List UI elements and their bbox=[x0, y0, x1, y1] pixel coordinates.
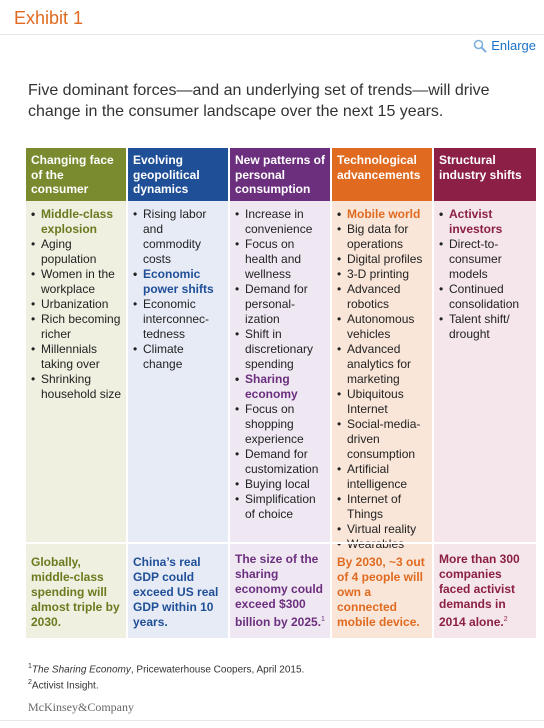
trend-item: Buying local bbox=[235, 477, 326, 492]
trend-item: Advanced robotics bbox=[337, 282, 428, 312]
trend-item: Women in the workplace bbox=[31, 267, 122, 297]
column-header: Technological advancements bbox=[332, 148, 432, 201]
trend-item: Talent shift/ drought bbox=[439, 312, 532, 342]
trend-item: Advanced analytics for marketing bbox=[337, 342, 428, 387]
trend-item: Rising labor and commodity costs bbox=[133, 207, 224, 267]
column-personal-consumption: New patterns of personal consumption Inc… bbox=[230, 148, 332, 638]
trend-item: Economic power shifts bbox=[133, 267, 224, 297]
column-footer-stat: The size of the sharing economy could ex… bbox=[230, 547, 330, 638]
footer-divider bbox=[128, 542, 228, 544]
column-footer-stat: Globally, middle-class spending will alm… bbox=[26, 550, 126, 638]
magnifier-icon bbox=[473, 39, 487, 53]
trend-item: Big data for operations bbox=[337, 222, 428, 252]
trend-list: Middle-class explosionAging populationWo… bbox=[26, 201, 126, 402]
footer-text: More than 300 companies faced activist d… bbox=[439, 552, 520, 629]
trend-item: Millennials taking over bbox=[31, 342, 122, 372]
trend-item: Increase in convenience bbox=[235, 207, 326, 237]
trend-list: Activist investorsDirect-to-consumer mod… bbox=[434, 201, 536, 342]
trend-item: 3-D printing bbox=[337, 267, 428, 282]
bottom-divider bbox=[0, 720, 544, 721]
footnote-mark: 2 bbox=[503, 616, 508, 623]
column-structural: Structural industry shifts Activist inve… bbox=[434, 148, 536, 638]
column-footer-stat: More than 300 companies faced activist d… bbox=[434, 547, 536, 638]
trend-item: Climate change bbox=[133, 342, 224, 372]
trend-item: Internet of Things bbox=[337, 492, 428, 522]
trend-item: Ubiquitous Internet bbox=[337, 387, 428, 417]
trend-list: Mobile worldBig data for operationsDigit… bbox=[332, 201, 432, 552]
column-body: Rising labor and commodity costsEconomic… bbox=[128, 201, 228, 638]
enlarge-button[interactable]: Enlarge bbox=[473, 38, 536, 53]
column-header: Structural industry shifts bbox=[434, 148, 536, 201]
column-changing-face: Changing face of the consumer Middle-cla… bbox=[26, 148, 128, 638]
footnote-1: 1The Sharing Economy, Pricewaterhouse Co… bbox=[28, 663, 305, 676]
trend-item: Sharing economy bbox=[235, 372, 326, 402]
trend-item: Social-media-driven consumption bbox=[337, 417, 428, 462]
trend-item: Artificial intelligence bbox=[337, 462, 428, 492]
column-technological: Technological advancements Mobile worldB… bbox=[332, 148, 434, 638]
trend-item: Continued consolidation bbox=[439, 282, 532, 312]
exhibit-headline: Five dominant forces—and an underlying s… bbox=[28, 82, 490, 120]
trend-item: Demand for personal-ization bbox=[235, 282, 326, 327]
trend-item: Demand for customization bbox=[235, 447, 326, 477]
footer-divider bbox=[434, 542, 536, 544]
footer-divider bbox=[26, 542, 126, 544]
footer-text: China’s real GDP could exceed US real GD… bbox=[133, 555, 219, 629]
column-footer-stat: By 2030, ~3 out of 4 people will own a c… bbox=[332, 550, 432, 638]
trend-item: Rich becoming richer bbox=[31, 312, 122, 342]
forces-table: Changing face of the consumer Middle-cla… bbox=[26, 148, 536, 638]
column-body: Increase in convenienceFocus on health a… bbox=[230, 201, 330, 638]
trend-item: Shift in discretionary spending bbox=[235, 327, 326, 372]
trend-item: Virtual reality bbox=[337, 522, 428, 537]
footnotes: 1The Sharing Economy, Pricewaterhouse Co… bbox=[28, 660, 304, 693]
brand-logo: McKinsey&Company bbox=[28, 700, 134, 714]
footer-divider bbox=[332, 542, 432, 544]
trend-item: Digital profiles bbox=[337, 252, 428, 267]
trend-item: Aging population bbox=[31, 237, 122, 267]
trend-item: Mobile world bbox=[337, 207, 428, 222]
footer-text: By 2030, ~3 out of 4 people will own a c… bbox=[337, 555, 425, 629]
trend-item: Focus on health and wellness bbox=[235, 237, 326, 282]
footnote-mark: 1 bbox=[321, 616, 325, 623]
exhibit-label: Exhibit 1 bbox=[14, 8, 84, 28]
enlarge-label: Enlarge bbox=[491, 38, 536, 53]
footer-text: The size of the sharing economy could ex… bbox=[235, 552, 324, 629]
trend-item: Urbanization bbox=[31, 297, 122, 312]
trend-list: Increase in convenienceFocus on health a… bbox=[230, 201, 330, 522]
trend-item: Activist investors bbox=[439, 207, 532, 237]
top-divider bbox=[0, 34, 544, 35]
column-body: Mobile worldBig data for operationsDigit… bbox=[332, 201, 432, 638]
column-body: Activist investorsDirect-to-consumer mod… bbox=[434, 201, 536, 638]
trend-item: Autonomous vehicles bbox=[337, 312, 428, 342]
trend-item: Middle-class explosion bbox=[31, 207, 122, 237]
column-body: Middle-class explosionAging populationWo… bbox=[26, 201, 126, 638]
trend-item: Wearables bbox=[337, 537, 428, 552]
trend-item: Direct-to-consumer models bbox=[439, 237, 532, 282]
footnote-2: 2Activist Insight. bbox=[28, 679, 99, 692]
column-header: New patterns of personal consumption bbox=[230, 148, 330, 201]
column-header: Changing face of the consumer bbox=[26, 148, 126, 201]
footer-text: Globally, middle-class spending will alm… bbox=[31, 555, 120, 629]
column-footer-stat: China’s real GDP could exceed US real GD… bbox=[128, 550, 228, 638]
column-header: Evolving geopolitical dynamics bbox=[128, 148, 228, 201]
trend-item: Shrinking household size bbox=[31, 372, 122, 402]
footer-divider bbox=[230, 542, 330, 544]
column-geopolitical: Evolving geopolitical dynamics Rising la… bbox=[128, 148, 230, 638]
trend-item: Economic interconnec-tedness bbox=[133, 297, 224, 342]
trend-item: Focus on shopping experience bbox=[235, 402, 326, 447]
trend-item: Simplification of choice bbox=[235, 492, 326, 522]
trend-list: Rising labor and commodity costsEconomic… bbox=[128, 201, 228, 372]
